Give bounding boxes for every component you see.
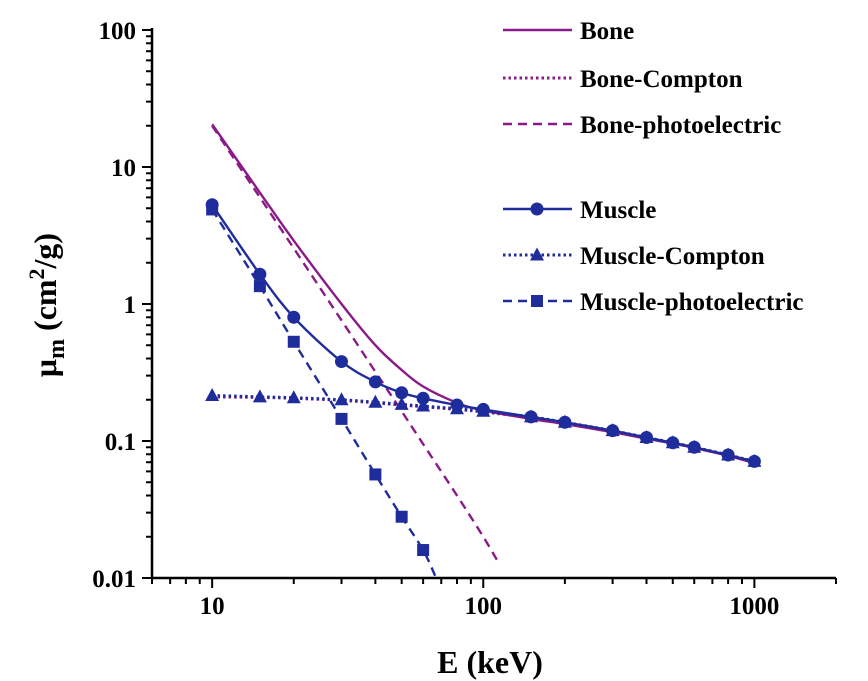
data-point-muscle — [368, 375, 382, 389]
y-title-subscript: m — [44, 339, 70, 359]
axes — [142, 28, 837, 588]
legend-label-bone-compton: Bone-Compton — [580, 66, 743, 93]
data-point-muscle-compton — [205, 387, 220, 401]
data-point-muscle — [287, 310, 301, 324]
legend-marker-muscle — [530, 202, 544, 216]
markers-layer — [205, 198, 762, 557]
x-tick-label: 10 — [200, 593, 225, 620]
legend-label-muscle: Muscle — [580, 197, 656, 224]
data-point-muscle-compton — [416, 398, 431, 412]
y-tick-label: 0.1 — [105, 429, 136, 456]
legend-marker-muscle-compton — [530, 247, 544, 261]
x-axis-title: E (keV) — [437, 644, 543, 680]
legend-label-bone: Bone — [580, 18, 634, 45]
data-point-muscle — [253, 267, 267, 281]
data-point-muscle-compton — [665, 435, 680, 449]
data-point-muscle-compton — [286, 390, 301, 404]
data-point-muscle-compton — [524, 409, 539, 423]
y-title-symbol: μ — [27, 359, 63, 377]
y-title-unit-end: /g) — [27, 233, 63, 270]
data-point-muscle-compton — [605, 423, 620, 437]
legend-marker-muscle-photoelectric — [531, 295, 543, 307]
y-tick-label: 1 — [124, 292, 137, 319]
data-point-muscle-compton — [449, 401, 464, 415]
series-line-bone-photoelectric — [211, 125, 501, 566]
data-point-muscle-compton — [252, 389, 267, 403]
y-axis-title: μm (cm2/g) — [24, 233, 70, 377]
y-title-unit: (cm — [27, 279, 63, 339]
x-tick-label: 1000 — [729, 593, 779, 620]
data-point-muscle-compton — [334, 392, 349, 406]
data-point-muscle-photoelectric — [335, 412, 348, 425]
tick-labels: 10 100 1000 0.01 0.1 1 10 100 — [92, 18, 779, 620]
data-point-muscle-photoelectric — [287, 335, 300, 348]
data-point-muscle-photoelectric — [395, 510, 408, 523]
data-point-muscle-photoelectric — [206, 203, 219, 216]
data-point-muscle-compton — [394, 396, 409, 410]
data-point-muscle-compton — [368, 394, 383, 408]
data-point-muscle — [395, 386, 409, 400]
y-tick-label: 10 — [111, 155, 136, 182]
data-point-muscle-photoelectric — [369, 468, 382, 481]
data-point-muscle-compton — [639, 430, 654, 444]
y-title-superscript: 2 — [24, 268, 49, 279]
legend-label-bone-photoelectric: Bone-photoelectric — [580, 112, 781, 139]
data-point-muscle — [335, 355, 349, 369]
data-point-muscle-compton — [476, 403, 491, 417]
data-point-muscle-compton — [687, 439, 702, 453]
data-point-muscle-photoelectric — [417, 544, 430, 557]
series-layer — [211, 123, 755, 578]
data-point-muscle-photoelectric — [253, 280, 266, 293]
x-tick-label: 100 — [465, 593, 503, 620]
y-tick-label: 0.01 — [92, 566, 136, 593]
data-point-muscle-compton — [721, 447, 736, 461]
data-point-muscle-compton — [747, 453, 762, 467]
data-point-muscle — [416, 391, 430, 405]
y-tick-label: 100 — [99, 18, 137, 45]
legend-label-muscle-photoelectric: Muscle-photoelectric — [580, 289, 804, 316]
data-point-muscle-compton — [557, 414, 572, 428]
legend: Bone Bone-Compton Bone-photoelectric Muscle… — [503, 18, 804, 316]
legend-label-muscle-compton: Muscle-Compton — [580, 243, 765, 270]
